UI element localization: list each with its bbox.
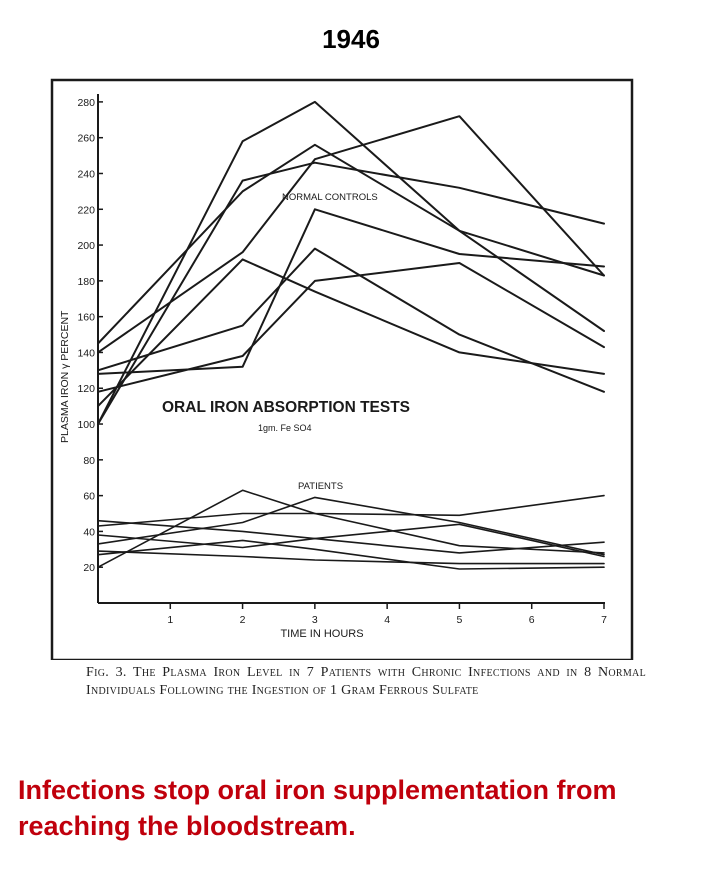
y-ticks: 20 40 60 80 100 120 140 160 180 200 220 240 260 280 — [77, 97, 103, 574]
y-tick-label: 60 — [83, 491, 95, 503]
control-series-line — [97, 161, 605, 425]
x-tick-label: 6 — [529, 614, 535, 626]
figure-caption: Fig. 3. The Plasma Iron Level in 7 Patie… — [86, 665, 646, 698]
control-series-line — [97, 208, 605, 375]
iron-chart: 20 40 60 80 100 120 140 160 180 200 220 240 260 280 1… — [50, 78, 634, 660]
x-tick-label: 7 — [601, 614, 607, 626]
series-lines — [97, 100, 605, 570]
x-tick-label: 2 — [240, 614, 246, 626]
y-tick-label: 160 — [77, 312, 95, 324]
y-tick-label: 100 — [77, 419, 95, 431]
x-tick-label: 3 — [312, 614, 318, 626]
year-heading: 1946 — [322, 24, 380, 54]
x-tick-label: 4 — [384, 614, 390, 626]
patient-series-line — [97, 512, 605, 554]
control-series-line — [97, 143, 605, 345]
y-tick-label: 240 — [77, 168, 95, 180]
x-ticks: 1 2 3 4 5 6 7 — [167, 603, 607, 626]
patients-group-label: PATIENTS — [298, 481, 343, 492]
takeaway-text: Infections stop oral iron supplementatio… — [18, 775, 617, 841]
y-tick-label: 20 — [83, 562, 95, 574]
control-series-line — [97, 262, 605, 393]
y-tick-label: 180 — [77, 276, 95, 288]
y-tick-label: 140 — [77, 347, 95, 359]
y-tick-label: 280 — [77, 97, 95, 109]
x-axis-label: TIME IN HOURS — [280, 628, 363, 640]
control-series-line — [97, 100, 605, 425]
patient-series-line — [97, 539, 605, 570]
y-tick-label: 260 — [77, 133, 95, 145]
patient-series-line — [97, 523, 605, 558]
y-axis-label: PLASMA IRON γ PERCENT — [59, 310, 71, 443]
y-tick-label: 80 — [83, 455, 95, 467]
control-series-line — [97, 258, 605, 408]
y-tick-label: 120 — [77, 383, 95, 395]
control-series-line — [97, 115, 605, 354]
chart-subtitle: 1gm. Fe SO4 — [258, 423, 312, 433]
y-tick-label: 200 — [77, 240, 95, 252]
x-tick-label: 1 — [167, 614, 173, 626]
x-tick-label: 5 — [457, 614, 463, 626]
chart-title: ORAL IRON ABSORPTION TESTS — [162, 399, 410, 416]
patient-series-line — [97, 496, 605, 556]
controls-group-label: NORMAL CONTROLS — [282, 192, 378, 203]
y-tick-label: 40 — [83, 526, 95, 538]
control-series-line — [97, 247, 605, 393]
y-tick-label: 220 — [77, 204, 95, 216]
patient-series-line — [97, 550, 605, 565]
